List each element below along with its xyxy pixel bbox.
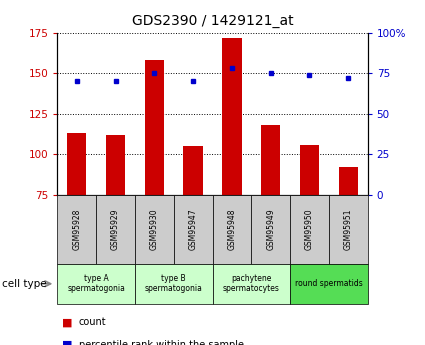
- Bar: [184, 146, 203, 195]
- Bar: [96, 195, 135, 264]
- Bar: [222, 38, 241, 195]
- Text: GDS2390 / 1429121_at: GDS2390 / 1429121_at: [132, 14, 293, 28]
- Bar: [290, 195, 329, 264]
- Bar: [300, 145, 319, 195]
- Text: GSM95929: GSM95929: [111, 209, 120, 250]
- Text: GSM95951: GSM95951: [344, 209, 353, 250]
- Text: pachytene
spermatocytes: pachytene spermatocytes: [223, 274, 280, 294]
- Text: round spermatids: round spermatids: [295, 279, 363, 288]
- Text: GSM95950: GSM95950: [305, 209, 314, 250]
- Text: ■: ■: [62, 340, 72, 345]
- Text: type B
spermatogonia: type B spermatogonia: [145, 274, 203, 294]
- Text: count: count: [79, 317, 106, 327]
- Text: percentile rank within the sample: percentile rank within the sample: [79, 340, 244, 345]
- Bar: [67, 133, 86, 195]
- Text: GSM95949: GSM95949: [266, 209, 275, 250]
- Bar: [339, 167, 358, 195]
- Bar: [57, 264, 135, 304]
- Text: GSM95948: GSM95948: [227, 209, 236, 250]
- Bar: [212, 195, 251, 264]
- Bar: [290, 264, 368, 304]
- Bar: [135, 195, 174, 264]
- Text: GSM95928: GSM95928: [72, 209, 81, 250]
- Bar: [135, 264, 212, 304]
- Bar: [144, 60, 164, 195]
- Bar: [251, 195, 290, 264]
- Text: GSM95947: GSM95947: [189, 209, 198, 250]
- Bar: [106, 135, 125, 195]
- Text: ■: ■: [62, 317, 72, 327]
- Bar: [261, 125, 280, 195]
- Bar: [57, 195, 96, 264]
- Bar: [329, 195, 368, 264]
- Text: cell type: cell type: [2, 279, 47, 289]
- Text: GSM95930: GSM95930: [150, 209, 159, 250]
- Text: type A
spermatogonia: type A spermatogonia: [67, 274, 125, 294]
- Bar: [212, 264, 290, 304]
- Bar: [174, 195, 212, 264]
